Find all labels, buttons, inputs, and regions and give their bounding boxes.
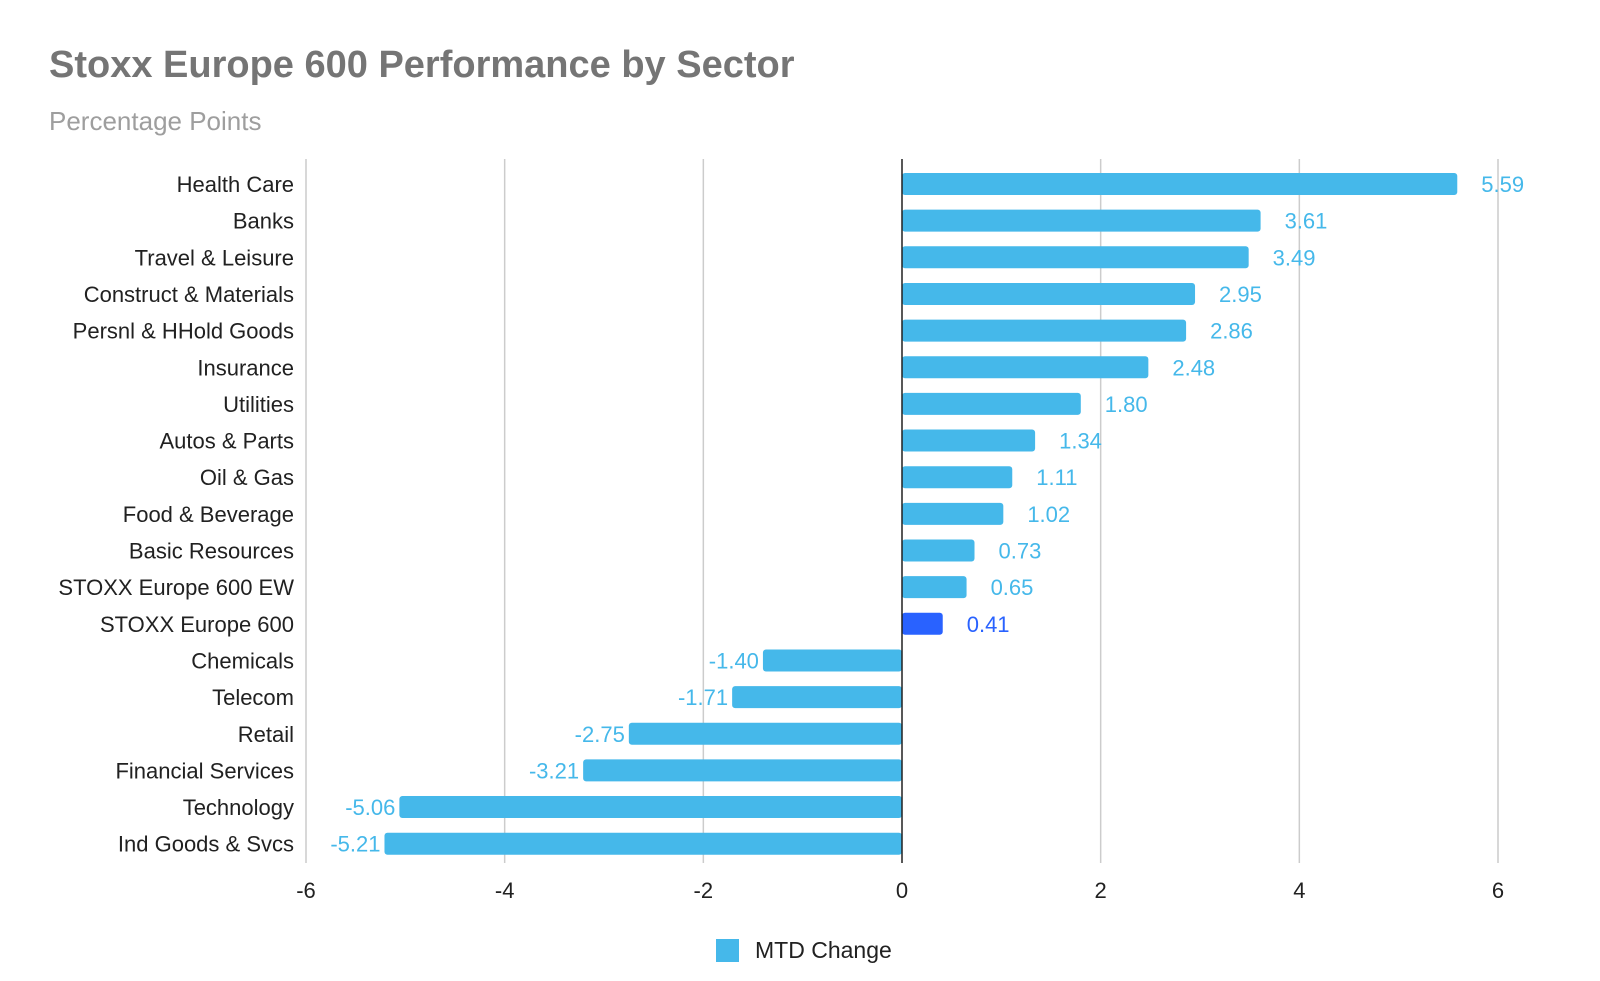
category-label: Insurance: [197, 355, 294, 380]
legend: MTD Change: [716, 936, 892, 964]
data-label: -2.75: [575, 722, 625, 747]
x-tick-label: 6: [1492, 878, 1504, 903]
category-label: Technology: [183, 795, 294, 820]
x-tick-label: -2: [694, 878, 714, 903]
category-label: Banks: [233, 209, 294, 234]
bar: [902, 209, 1261, 232]
data-label: 1.80: [1105, 392, 1148, 417]
category-label: Food & Beverage: [123, 502, 294, 527]
data-label: -5.06: [345, 795, 395, 820]
data-label: 0.65: [991, 575, 1034, 600]
bar: [902, 392, 1081, 415]
data-label: 2.86: [1210, 319, 1253, 344]
bar: [583, 759, 902, 782]
legend-swatch: [716, 938, 739, 962]
bar: [902, 576, 967, 599]
data-label: 1.34: [1059, 429, 1102, 454]
data-label: 0.41: [967, 612, 1010, 637]
category-label: Ind Goods & Svcs: [118, 832, 294, 857]
bar: [902, 319, 1187, 342]
data-label: 3.61: [1285, 209, 1328, 234]
bar: [902, 246, 1249, 269]
bar: [732, 686, 902, 709]
bar: [902, 466, 1013, 489]
bar: [762, 649, 902, 672]
data-label: -1.71: [678, 685, 728, 710]
bar: [628, 722, 902, 745]
bar: [902, 612, 943, 635]
bar: [384, 832, 902, 855]
data-label: 0.73: [999, 539, 1042, 564]
category-label: Financial Services: [115, 758, 294, 783]
bar: [902, 429, 1036, 452]
category-label: Telecom: [212, 685, 294, 710]
category-label: Basic Resources: [129, 539, 294, 564]
category-label: Persnl & HHold Goods: [73, 319, 294, 344]
category-label: Travel & Leisure: [135, 245, 294, 270]
bar: [902, 539, 975, 562]
data-label: 3.49: [1273, 245, 1316, 270]
legend-label: MTD Change: [755, 936, 892, 963]
bar: [902, 502, 1004, 525]
data-label: 1.11: [1036, 465, 1077, 490]
x-tick-label: 2: [1095, 878, 1107, 903]
x-tick-label: 4: [1293, 878, 1305, 903]
data-label: 5.59: [1481, 172, 1524, 197]
bar: [902, 356, 1149, 379]
category-label: Chemicals: [191, 648, 294, 673]
x-tick-label: 0: [896, 878, 908, 903]
category-label: Autos & Parts: [159, 429, 294, 454]
category-label: Retail: [238, 722, 294, 747]
data-label: 2.48: [1172, 355, 1215, 380]
data-label: 2.95: [1219, 282, 1262, 307]
category-label: STOXX Europe 600: [100, 612, 294, 637]
category-label: Construct & Materials: [84, 282, 294, 307]
category-label: Oil & Gas: [200, 465, 294, 490]
bar: [902, 282, 1196, 305]
chart-title: Stoxx Europe 600 Performance by Sector: [49, 44, 795, 86]
category-label: Health Care: [177, 172, 294, 197]
data-label: -1.40: [709, 648, 759, 673]
bar: [399, 796, 902, 819]
data-label: 1.02: [1027, 502, 1070, 527]
category-label: STOXX Europe 600 EW: [58, 575, 294, 600]
x-tick-label: -4: [495, 878, 515, 903]
data-label: -3.21: [529, 758, 579, 783]
bar: [902, 173, 1458, 195]
data-label: -5.21: [330, 832, 380, 857]
x-tick-label: -6: [296, 878, 316, 903]
category-label: Utilities: [223, 392, 294, 417]
chart-subtitle: Percentage Points: [49, 106, 262, 136]
